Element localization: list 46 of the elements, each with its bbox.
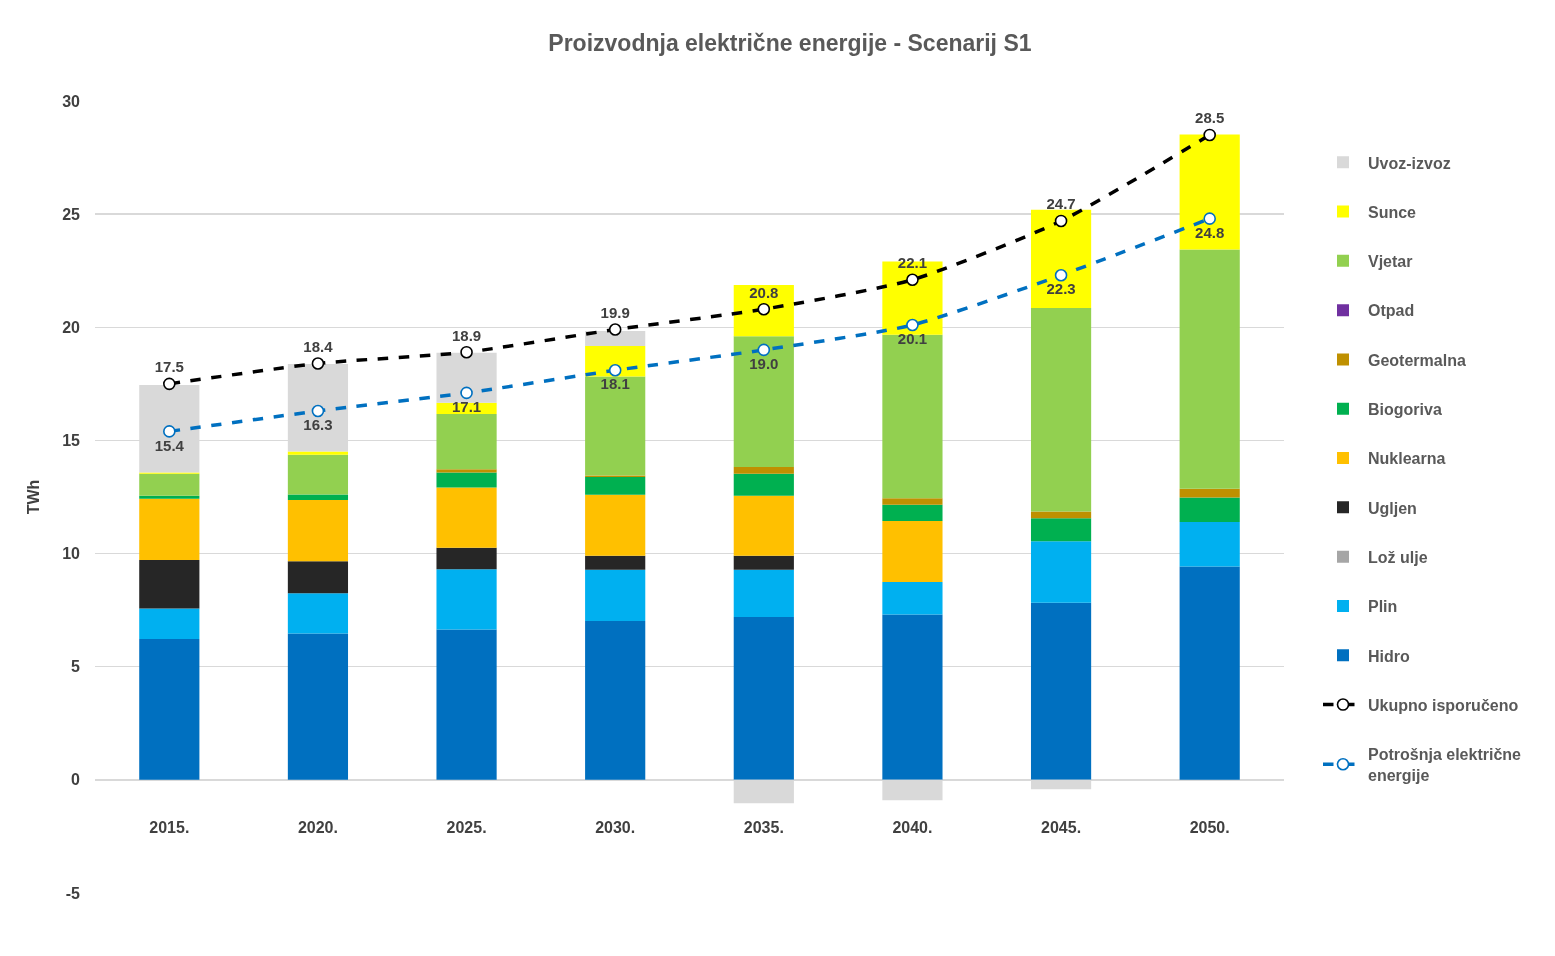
x-tick-label: 2020. (297, 818, 338, 836)
x-tick-label: 2050. (1189, 818, 1230, 836)
legend-label: Sunce (1368, 203, 1417, 221)
data-label: 18.1 (600, 375, 630, 393)
legend-label: Biogoriva (1368, 400, 1442, 418)
data-label: 18.9 (451, 326, 482, 344)
legend-label: Nuklearna (1368, 450, 1446, 468)
y-tick-label: 0 (71, 771, 81, 789)
data-label: 16.3 (303, 416, 333, 434)
legend-label: Uvoz-izvoz (1368, 154, 1451, 172)
legend-label: Hidro (1368, 647, 1411, 665)
x-tick-label: 2030. (595, 818, 636, 836)
legend-label: Lož ulje (1368, 548, 1428, 566)
legend-label: Ugljen (1368, 499, 1417, 517)
y-tick-label: 30 (62, 92, 81, 110)
x-tick-label: 2045. (1041, 818, 1082, 836)
legend-label: Vjetar (1368, 253, 1413, 271)
y-tick-label: 25 (62, 205, 81, 223)
data-label: 22.3 (1046, 280, 1076, 298)
data-label: 24.7 (1046, 195, 1076, 213)
data-label: 19.0 (749, 355, 779, 373)
x-tick-label: 2025. (446, 818, 487, 836)
data-label: 28.5 (1195, 109, 1225, 127)
chart-title: Proizvodnja električne energije - Scenarij S1 (548, 30, 1032, 57)
data-label: 20.8 (749, 283, 779, 301)
legend-label: Geotermalna (1368, 351, 1466, 369)
data-label: 17.1 (451, 398, 482, 416)
x-tick-label: 2035. (743, 818, 784, 836)
legend-label: Ukupno isporučeno (1368, 696, 1519, 714)
y-tick-label: 15 (62, 432, 81, 450)
y-tick-label: 10 (62, 545, 81, 563)
x-tick-label: 2015. (149, 818, 190, 836)
x-tick-label: 2040. (892, 818, 933, 836)
y-axis-title: TWh (25, 479, 43, 515)
legend-label: Otpad (1368, 302, 1415, 320)
data-label: 17.5 (154, 358, 184, 376)
y-tick-label: 5 (71, 658, 81, 676)
data-label: 18.4 (303, 337, 334, 355)
legend-label: Plin (1368, 598, 1398, 616)
data-label: 15.4 (154, 436, 185, 454)
y-tick-label: 20 (62, 318, 81, 336)
data-label: 24.8 (1195, 223, 1225, 241)
data-label: 19.9 (600, 303, 630, 321)
legend-label: Potrošnja električne energije (1368, 746, 1522, 784)
y-tick-label: -5 (65, 884, 81, 902)
data-label: 20.1 (897, 330, 928, 348)
